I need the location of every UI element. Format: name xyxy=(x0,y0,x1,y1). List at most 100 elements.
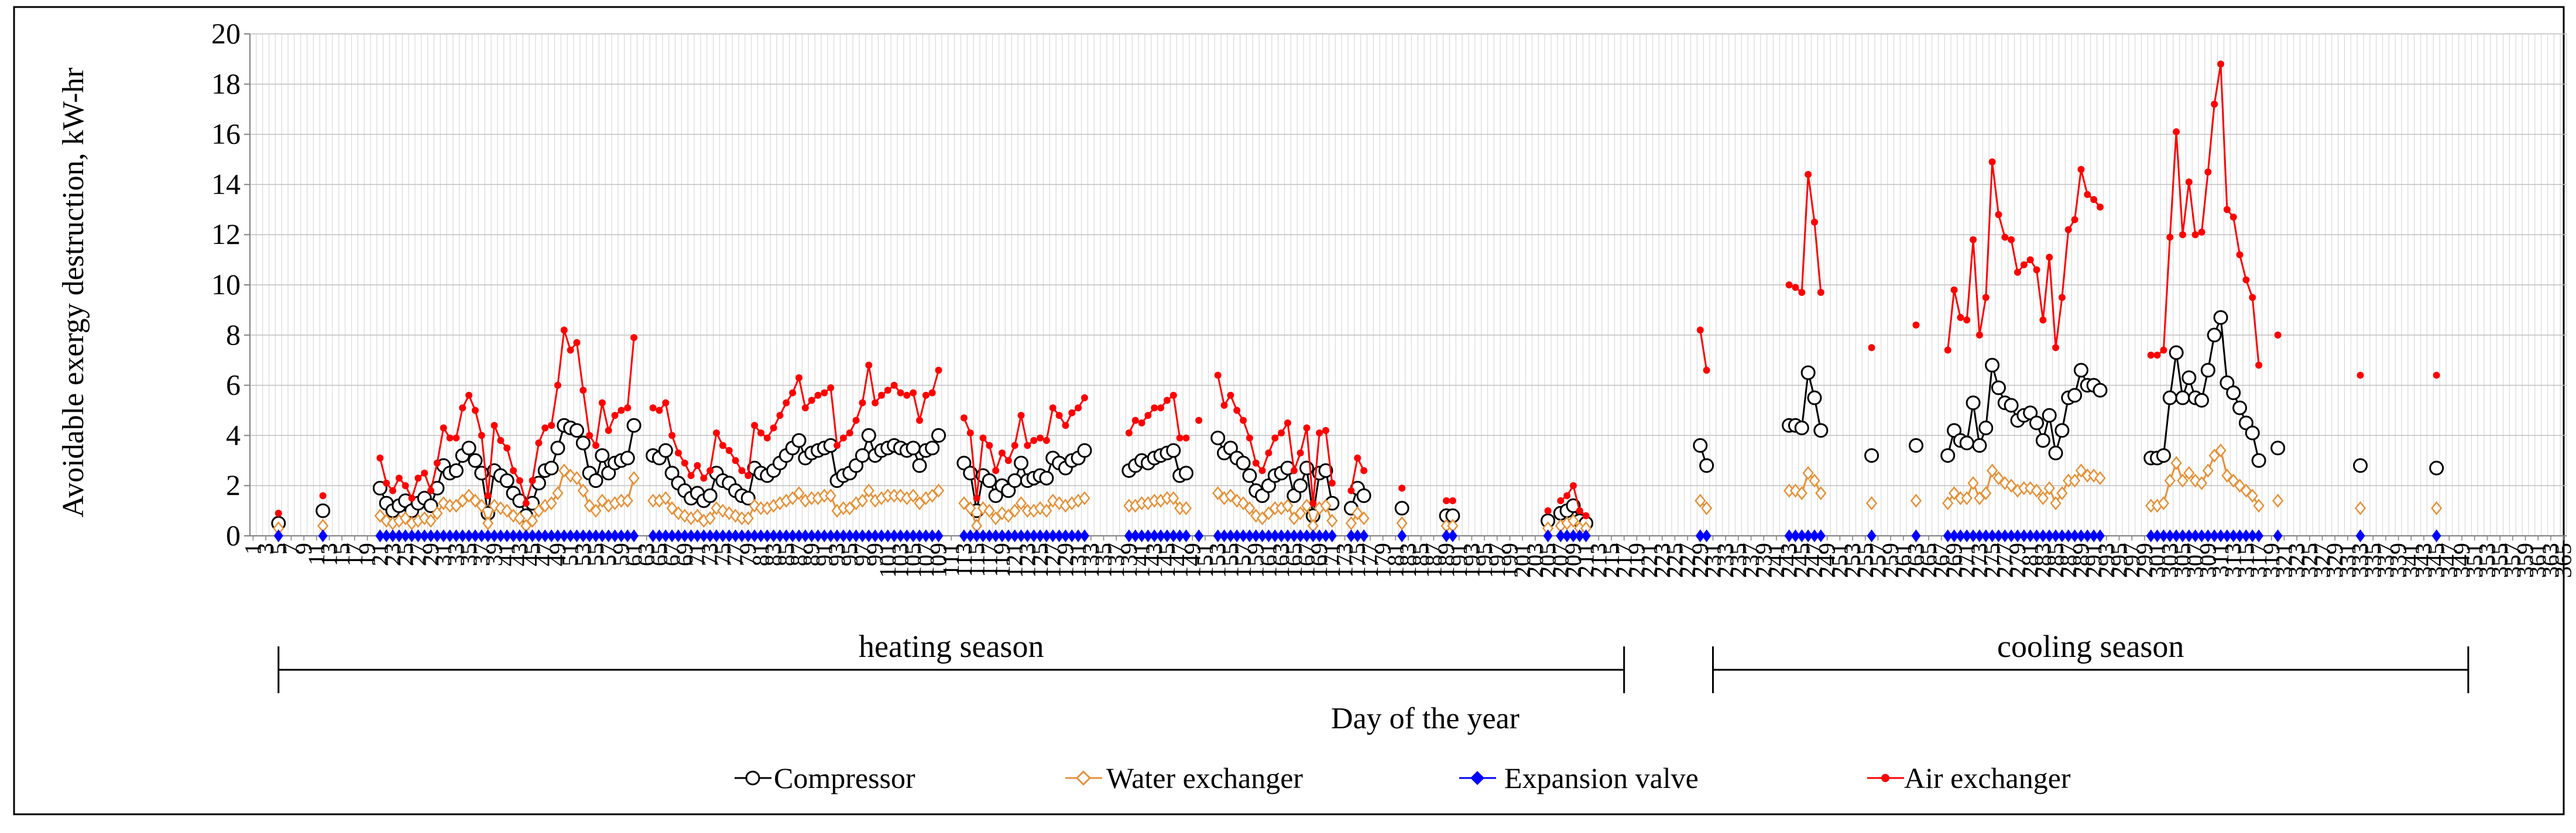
compressor-point xyxy=(2200,363,2215,378)
expansion-valve-point xyxy=(432,529,442,542)
x-tick-label: 9 xyxy=(290,543,317,555)
x-tick-label: 197 xyxy=(1484,543,1510,578)
air-exchanger-point xyxy=(2090,196,2098,204)
compressor-point xyxy=(2004,398,2019,413)
expansion-valve-point xyxy=(1168,529,1178,542)
expansion-valve-point xyxy=(496,529,506,542)
x-tick-label: 365 xyxy=(2550,543,2576,578)
air-exchanger-point xyxy=(1037,434,1044,442)
expansion-valve-point xyxy=(1181,529,1191,542)
x-tick-label: 163 xyxy=(1268,543,1294,578)
compressor-point xyxy=(588,473,603,488)
water-exchanger-point xyxy=(2272,493,2284,508)
air-exchanger-point xyxy=(928,389,936,397)
air-exchanger-point xyxy=(1798,288,1806,296)
water-exchanger-point xyxy=(1256,511,1268,525)
water-exchanger-point xyxy=(704,511,716,525)
water-exchanger-point xyxy=(469,493,481,508)
compressor-point xyxy=(1318,463,1333,478)
expansion-valve-point xyxy=(2032,529,2042,542)
expansion-valve-point xyxy=(476,529,486,542)
air-exchanger-point xyxy=(510,467,517,474)
expansion-valve-point xyxy=(400,529,410,542)
expansion-valve-point xyxy=(788,529,798,542)
air-exchanger-point xyxy=(649,404,657,412)
water-exchanger-point xyxy=(596,493,608,508)
expansion-valve-point xyxy=(2203,529,2213,542)
air-exchanger-point xyxy=(1912,321,1920,329)
x-tick-label: 327 xyxy=(2309,543,2335,578)
air-exchanger-point xyxy=(586,432,594,439)
x-tick-label: 273 xyxy=(1966,543,1992,578)
expansion-valve-point xyxy=(527,529,537,542)
x-tick-label: 207 xyxy=(1547,543,1573,578)
air-exchanger-point xyxy=(275,510,282,517)
x-tick-label: 185 xyxy=(1408,543,1434,578)
air-exchanger-point xyxy=(986,442,993,449)
air-exchanger-point xyxy=(2052,344,2060,352)
air-exchanger-point xyxy=(598,399,606,407)
air-exchanger-point xyxy=(1252,459,1260,467)
water-exchanger-point xyxy=(2202,463,2214,478)
air-exchanger-point xyxy=(611,412,619,419)
water-exchanger-point xyxy=(2196,476,2208,490)
x-tick-label: 173 xyxy=(1332,543,1358,578)
compressor-point xyxy=(1909,438,1924,453)
air-exchanger-point xyxy=(1449,497,1456,504)
expansion-valve-point xyxy=(699,529,709,542)
water-exchanger-point xyxy=(2005,479,2017,493)
x-tick-label: 195 xyxy=(1471,543,1497,578)
expansion-valve-point xyxy=(705,529,715,542)
air-exchanger-point xyxy=(763,434,771,442)
compressor-point xyxy=(569,423,584,438)
x-tick-label: 3 xyxy=(252,543,279,555)
air-exchanger-point xyxy=(656,407,663,414)
compressor-point xyxy=(2353,458,2368,473)
air-exchanger-point xyxy=(935,366,942,374)
air-exchanger-point xyxy=(706,467,714,474)
x-tick-label: 15 xyxy=(328,543,355,566)
x-tick-label: 209 xyxy=(1560,543,1586,578)
air-exchanger-point xyxy=(1557,497,1565,504)
compressor-point xyxy=(315,503,331,518)
expansion-valve-point xyxy=(692,529,702,542)
expansion-valve-point xyxy=(1442,529,1452,542)
air-exchanger-point xyxy=(1055,412,1063,419)
expansion-valve-point xyxy=(1219,529,1229,542)
air-exchanger-point xyxy=(960,414,968,422)
water-exchanger-point xyxy=(2246,488,2258,503)
air-exchanger-point xyxy=(700,474,708,482)
compressor-point xyxy=(423,498,438,514)
expansion-valve-point xyxy=(889,529,899,542)
x-tick-label: 333 xyxy=(2347,543,2373,578)
expansion-valve-point xyxy=(534,529,544,542)
expansion-valve-point xyxy=(445,529,455,542)
x-tick-label: 83 xyxy=(760,543,787,566)
expansion-valve-point xyxy=(2184,529,2194,542)
air-exchanger-point xyxy=(2071,216,2078,223)
x-tick-label: 329 xyxy=(2321,543,2348,578)
x-tick-label: 125 xyxy=(1027,543,1053,578)
air-exchanger-point xyxy=(821,389,828,397)
air-exchanger-point xyxy=(2223,206,2231,214)
expansion-valve-point xyxy=(819,529,829,542)
air-exchanger-point xyxy=(1125,429,1133,437)
compressor-point xyxy=(2048,445,2063,460)
air-exchanger-point xyxy=(2039,316,2047,324)
air-exchanger-point xyxy=(852,417,860,424)
expansion-valve-point xyxy=(273,529,283,542)
compressor-point xyxy=(2029,415,2045,431)
air-exchanger-point xyxy=(497,436,505,444)
air-exchanger-point xyxy=(522,500,530,507)
expansion-valve-point xyxy=(712,529,722,542)
expansion-valve-point xyxy=(2159,529,2169,542)
expansion-valve-point xyxy=(1270,529,1280,542)
x-tick-label: 59 xyxy=(608,543,634,566)
expansion-valve-point xyxy=(1194,529,1204,542)
water-exchanger-point xyxy=(1053,496,1065,511)
x-tick-label: 199 xyxy=(1497,543,1523,578)
air-exchanger-point xyxy=(903,391,911,399)
air-exchanger-line xyxy=(2150,64,2260,366)
air-exchanger-point xyxy=(1220,401,1228,409)
expansion-valve-point xyxy=(1308,529,1318,542)
